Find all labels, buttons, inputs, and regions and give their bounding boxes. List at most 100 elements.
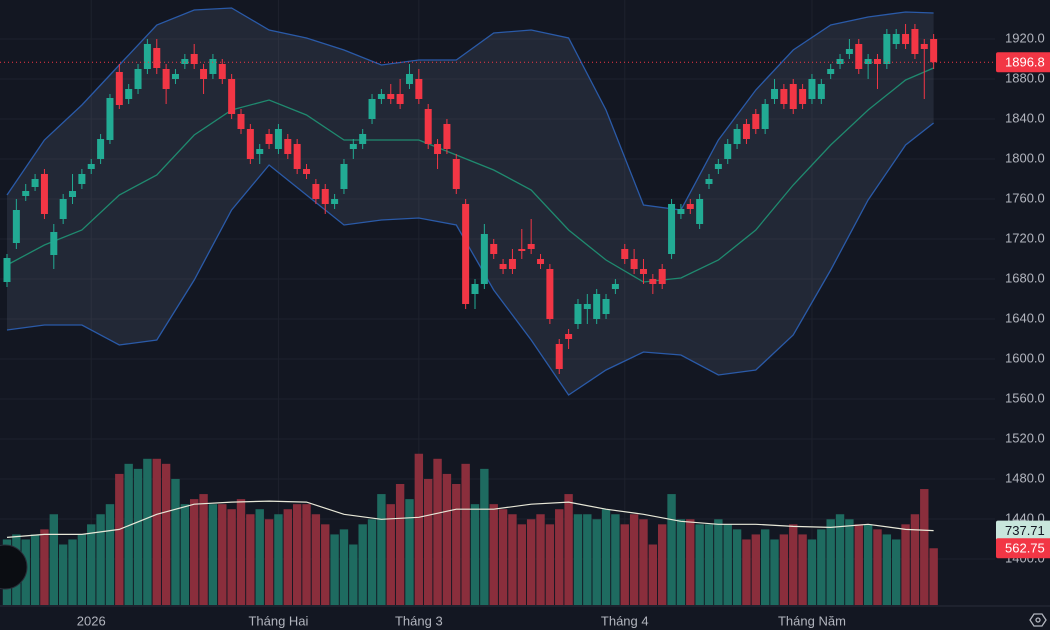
last-price-label: 1896.8 [1005,55,1045,70]
volume-bar [817,529,826,605]
volume-bar [77,534,87,605]
candle-body [611,284,619,289]
volume-bar [573,514,583,605]
candle-body [162,69,170,89]
volume-bar [274,514,283,605]
settings-icon[interactable] [1029,613,1047,627]
candle-body [836,59,844,64]
candle-body [602,299,610,314]
candle-body [143,44,151,69]
y-tick-label: 1800.0 [1005,150,1045,165]
volume-bar [639,519,648,605]
volume-bar [68,539,77,605]
y-tick-label: 1920.0 [1005,30,1045,45]
candle-body [864,59,872,64]
y-tick-label: 1760.0 [1005,190,1045,205]
x-tick-label: 2026 [77,613,106,628]
volume-bar [330,534,339,605]
volume-bar [826,519,835,605]
candle-body [22,191,30,196]
y-tick-label: 1480.0 [1005,470,1045,485]
candle-body [668,204,676,254]
band-middle [6,67,934,283]
candle-body [518,249,526,251]
volume-bar [601,509,611,605]
candle-body [359,134,367,144]
volume-bar [395,484,405,605]
y-tick-label: 1680.0 [1005,270,1045,285]
candle-body [771,89,779,99]
candle-body [40,174,48,214]
volume-bar [648,544,658,605]
candle-body [368,99,376,119]
volume-bar [695,524,704,605]
x-tick-label: Tháng 4 [601,613,649,628]
volume-bar [171,478,180,605]
volume-bar [143,458,152,605]
candle-body [284,139,292,154]
volume-bar [264,519,274,605]
candle-body [565,334,573,339]
volume-bar [283,509,292,605]
volume-bar [58,544,68,605]
volume-bar [545,524,555,605]
volume-bar [929,548,938,605]
volume-bar [461,463,470,605]
candle-body [424,109,432,144]
candle-body [106,98,114,140]
volume-bar [321,524,330,605]
candle-body [471,284,479,294]
volume-bar [732,529,742,605]
candle-body [537,259,545,264]
volume-bar [246,514,255,605]
volume-bar [96,514,105,605]
volume-bar [470,504,480,605]
volume-bar [658,524,667,605]
candle-body [237,114,245,129]
candle-body [546,269,554,319]
volume-bar [124,463,133,605]
volume-bar [498,509,508,605]
candle-body [434,144,442,154]
candle-body [499,264,507,269]
volume-bar [555,509,564,605]
candle-body [686,204,694,209]
volume-bar [845,519,854,605]
volume-bar [190,499,199,605]
volume-bar [789,524,798,605]
y-tick-label: 1520.0 [1005,430,1045,445]
candle-body [658,269,666,284]
volume-bar [620,524,629,605]
candle-body [246,129,254,159]
y-tick-label: 1840.0 [1005,110,1045,125]
candle-body [630,259,638,269]
volume-bar [676,519,686,605]
x-tick-label: Tháng 3 [395,613,443,628]
volume-bar [583,514,592,605]
volume-bar [105,504,115,605]
candle-body [415,79,423,99]
candle-body [190,54,198,64]
volume-bar [517,524,526,605]
candle-body [892,34,900,44]
candle-body [265,134,273,144]
volume-bar [863,524,873,605]
volume-bar [611,514,620,605]
volume-bar [180,504,190,605]
band-fill [7,8,934,395]
candle-body [780,89,788,104]
volume-bar [87,524,96,605]
candle-body [480,234,488,284]
volume-bar [339,529,349,605]
candle-body [696,199,704,224]
candle-body [3,258,11,282]
candle-body [789,84,797,109]
volume-bar [442,473,452,605]
candle-body [209,59,217,74]
volume-bar [349,544,358,605]
candle-body [827,69,835,74]
candle-body [808,79,816,99]
candle-body [87,164,95,169]
volume-bar [424,478,433,605]
volume-bar [292,504,302,605]
